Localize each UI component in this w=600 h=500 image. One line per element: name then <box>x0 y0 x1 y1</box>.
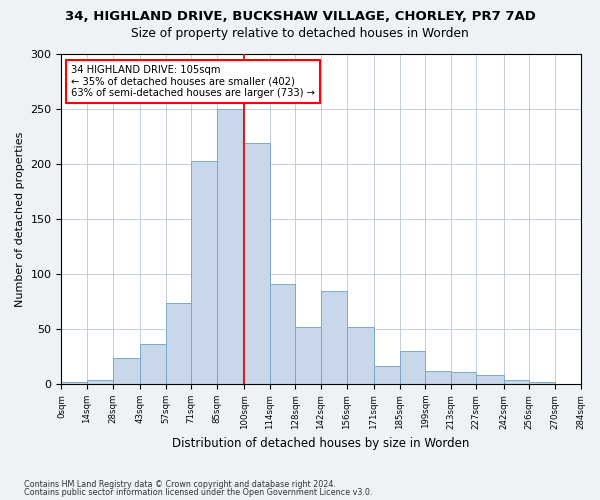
Bar <box>191 160 217 384</box>
Bar <box>425 371 451 384</box>
Bar <box>476 376 504 384</box>
Bar <box>113 358 140 384</box>
Bar <box>347 327 374 384</box>
Bar <box>529 382 555 384</box>
Text: Size of property relative to detached houses in Worden: Size of property relative to detached ho… <box>131 28 469 40</box>
Bar <box>295 327 321 384</box>
Y-axis label: Number of detached properties: Number of detached properties <box>15 132 25 306</box>
X-axis label: Distribution of detached houses by size in Worden: Distribution of detached houses by size … <box>172 437 470 450</box>
Bar <box>244 143 270 384</box>
Text: 34 HIGHLAND DRIVE: 105sqm
← 35% of detached houses are smaller (402)
63% of semi: 34 HIGHLAND DRIVE: 105sqm ← 35% of detac… <box>71 65 314 98</box>
Text: 34, HIGHLAND DRIVE, BUCKSHAW VILLAGE, CHORLEY, PR7 7AD: 34, HIGHLAND DRIVE, BUCKSHAW VILLAGE, CH… <box>65 10 535 23</box>
Bar <box>451 372 476 384</box>
Bar <box>217 109 244 384</box>
Bar <box>166 302 191 384</box>
Bar <box>321 290 347 384</box>
Bar <box>140 344 166 384</box>
Bar <box>61 382 87 384</box>
Bar <box>87 380 113 384</box>
Bar <box>504 380 529 384</box>
Text: Contains public sector information licensed under the Open Government Licence v3: Contains public sector information licen… <box>24 488 373 497</box>
Text: Contains HM Land Registry data © Crown copyright and database right 2024.: Contains HM Land Registry data © Crown c… <box>24 480 336 489</box>
Bar <box>400 351 425 384</box>
Bar <box>270 284 295 384</box>
Bar <box>374 366 400 384</box>
